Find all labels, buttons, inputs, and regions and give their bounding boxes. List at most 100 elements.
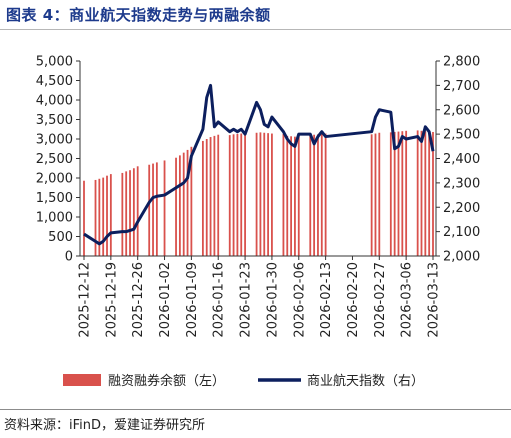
margin-balance-bar [163, 160, 166, 256]
left-axis-tick-label: 500 [48, 230, 73, 245]
title-divider [0, 29, 511, 30]
x-axis-tick-label: 2026-02-20 [346, 262, 361, 338]
margin-balance-bar [309, 135, 312, 256]
x-axis-tick-label: 2025-12-12 [78, 262, 93, 338]
left-axis-tick-label: 5,000 [36, 55, 73, 70]
legend-line-label: 商业航天指数（右） [307, 373, 424, 389]
space-index-line [83, 83, 435, 246]
x-axis-tick-label: 2026-01-02 [158, 262, 173, 338]
legend: 融资融券余额（左） 商业航天指数（右） [63, 373, 424, 389]
x-axis-tick-label: 2026-01-16 [212, 262, 227, 338]
margin-balance-bar [129, 170, 131, 256]
x-axis-tick-label: 2026-03-13 [427, 262, 442, 338]
legend-bar-label: 融资融券余额（左） [108, 373, 225, 389]
margin-balance-bar [313, 134, 316, 256]
x-axis-tick-label: 2026-01-09 [185, 262, 200, 338]
right-axis-tick-label: 2,800 [443, 55, 480, 70]
margin-balance-bar [148, 164, 151, 256]
margin-balance-bar [83, 180, 85, 256]
x-axis-tick-label: 2026-01-30 [265, 262, 280, 338]
x-axis-tick-label: 2025-12-19 [104, 262, 119, 338]
x-axis-tick-label: 2025-12-26 [131, 262, 146, 338]
margin-balance-bar [102, 177, 105, 256]
margin-balance-bar [397, 131, 400, 256]
margin-balance-bar [401, 131, 404, 256]
margin-balance-bar [389, 132, 392, 256]
margin-balance-bar [152, 163, 154, 256]
right-axis-tick-label: 2,000 [443, 250, 480, 265]
margin-balance-bar [259, 132, 262, 256]
margin-balance-bar [317, 134, 319, 256]
margin-balance-bar [263, 132, 266, 256]
left-axis-tick-label: 1,500 [36, 191, 73, 206]
margin-balance-bar [106, 175, 108, 256]
margin-balance-bar [228, 135, 231, 256]
margin-balance-bar [432, 131, 434, 256]
margin-balance-bar [94, 179, 97, 256]
x-axis-tick-label: 2026-03-06 [400, 262, 415, 338]
left-axis-tick-label: 2,000 [36, 172, 73, 187]
margin-balance-bar [132, 168, 135, 256]
margin-balance-bar [424, 131, 427, 256]
margin-balance-bar [236, 133, 239, 256]
margin-balance-bar [109, 174, 112, 256]
margin-balance-bar [178, 155, 181, 256]
left-axis-tick-label: 3,000 [36, 133, 73, 148]
margin-balance-bar [297, 136, 300, 256]
left-axis-tick-label: 0 [65, 250, 73, 265]
margin-balance-bar [393, 131, 396, 256]
margin-balance-bar [294, 136, 296, 256]
x-axis-tick-label: 2026-02-06 [292, 262, 307, 338]
margin-balance-bar [428, 131, 431, 256]
left-axis-tick-label: 4,000 [36, 94, 73, 109]
left-axis-tick-label: 2,500 [36, 152, 73, 167]
margin-balance-bar [320, 133, 323, 256]
right-axis-tick-label: 2,300 [443, 176, 480, 191]
left-axis-tick-label: 3,500 [36, 113, 73, 128]
right-axis-tick-label: 2,100 [443, 225, 480, 240]
legend-bar-swatch [63, 374, 101, 386]
right-axis-tick-label: 2,400 [443, 152, 480, 167]
margin-balance-bar [405, 130, 408, 256]
margin-balance-bar [217, 134, 220, 256]
margin-balance-bar [282, 133, 285, 256]
margin-balance-bars [83, 130, 434, 256]
margin-balance-bar [255, 132, 258, 256]
x-axis-tick-label: 2026-02-27 [373, 262, 388, 338]
right-axis-tick-label: 2,500 [443, 128, 480, 143]
margin-balance-bar [378, 132, 381, 256]
source-note: 资料来源：iFinD，爱建证券研究所 [4, 418, 206, 433]
margin-balance-bar [182, 152, 185, 256]
x-axis-tick-label: 2026-01-23 [239, 262, 254, 338]
margin-balance-bar [286, 135, 289, 256]
margin-balance-bar [209, 137, 212, 256]
axes: 0 500 1,000 1,500 2,000 2,500 3,000 3,500 4,000 4… [36, 55, 480, 338]
margin-balance-bar [290, 136, 292, 256]
margin-balance-bar [205, 139, 208, 256]
margin-balance-bar [213, 135, 216, 256]
margin-balance-bar [98, 178, 101, 256]
margin-balance-bar [416, 130, 419, 256]
margin-balance-bar [324, 133, 327, 256]
margin-balance-bar [125, 171, 128, 256]
margin-balance-bar [244, 132, 246, 256]
margin-balance-bar [155, 162, 158, 256]
source-divider [0, 409, 511, 410]
margin-balance-bar [240, 133, 243, 256]
margin-balance-bar [175, 157, 177, 256]
right-axis-tick-label: 2,700 [443, 79, 480, 94]
x-axis-tick-label: 2026-02-13 [319, 262, 334, 338]
margin-balance-bar [267, 133, 269, 256]
margin-balance-bar [190, 146, 193, 256]
margin-balance-bar [232, 134, 235, 256]
margin-balance-bar [201, 140, 204, 256]
margin-balance-bar [420, 130, 423, 256]
margin-balance-bar [121, 172, 124, 256]
margin-balance-bar [186, 149, 189, 256]
right-axis-tick-label: 2,200 [443, 201, 480, 216]
figure-title: 图表 4：商业航天指数走势与两融余额 [6, 6, 271, 24]
left-axis-tick-label: 1,000 [36, 211, 73, 226]
margin-balance-bar [136, 166, 139, 256]
left-axis-tick-label: 4,500 [36, 74, 73, 89]
